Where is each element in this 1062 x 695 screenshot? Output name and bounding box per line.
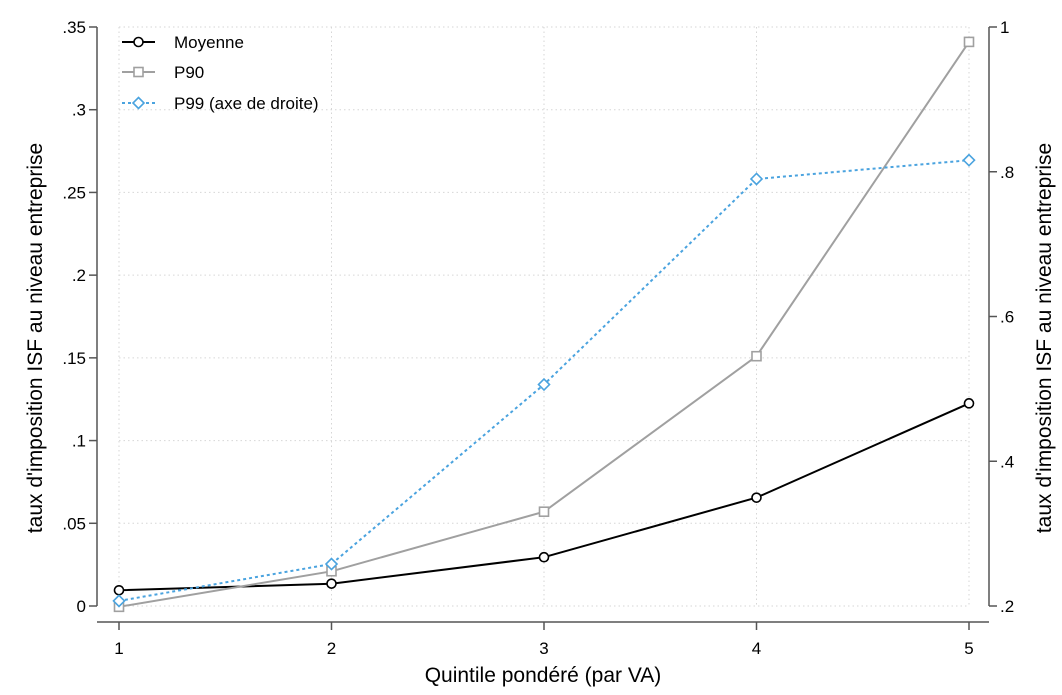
x-axis-title: Quintile pondéré (par VA)	[425, 664, 662, 687]
data-point-p90	[963, 36, 975, 48]
y-right-tick-label: 1	[1000, 18, 1009, 37]
x-tick-label: 2	[327, 639, 336, 658]
x-tick-label: 3	[539, 639, 548, 658]
data-point-moyenne	[326, 578, 337, 589]
y-left-tick-label: .2	[72, 266, 86, 285]
y-left-tick-label: .25	[62, 183, 86, 202]
data-point-p99-axe-de-droite	[962, 153, 976, 167]
data-point-p99-axe-de-droite	[324, 557, 339, 571]
data-point-p99-axe-de-droite	[537, 377, 551, 392]
y-right-tick-label: .4	[1000, 452, 1014, 471]
x-tick-label: 5	[964, 639, 973, 658]
legend: Moyenne P90 P99 (axe de droite)	[122, 33, 319, 113]
legend-item-p99: P99 (axe de droite)	[122, 94, 319, 113]
data-point-p99-axe-de-droite	[749, 172, 764, 186]
y-left-tick-label: .15	[62, 349, 86, 368]
y-right-tick-label: .6	[1000, 308, 1014, 327]
series	[112, 36, 976, 613]
y-left-tick-label: 0	[77, 597, 86, 616]
data-point-p90	[751, 350, 762, 362]
x-tick-label: 4	[752, 639, 761, 658]
legend-item-moyenne: Moyenne	[122, 33, 244, 52]
legend-label-p90: P90	[174, 63, 204, 82]
legend-marker-moyenne	[133, 36, 144, 48]
y-right-tick-label: .8	[1000, 163, 1014, 182]
data-point-p99-axe-de-droite	[112, 594, 126, 608]
y-axis-left-title: taux d'imposition ISF au niveau entrepri…	[24, 143, 47, 533]
y-axis-right-title: taux d'imposition ISF au niveau entrepri…	[1033, 143, 1056, 533]
legend-marker-p90	[133, 66, 144, 78]
legend-label-moyenne: Moyenne	[174, 33, 244, 52]
data-point-moyenne	[538, 551, 550, 563]
legend-item-p90: P90	[122, 63, 204, 82]
x-tick-label: 1	[114, 639, 123, 658]
data-point-moyenne	[963, 398, 975, 409]
ticks: 1 2 3 4 5 0 .05 .1 .15 .2 .25 .3 .35 .2 .4 .6 .8 1	[62, 18, 1014, 658]
data-point-p90	[538, 506, 550, 518]
y-left-tick-label: .1	[72, 432, 86, 451]
y-left-tick-label: .3	[72, 101, 86, 120]
y-left-tick-label: .05	[62, 514, 86, 533]
data-point-moyenne	[113, 584, 125, 596]
legend-label-p99: P99 (axe de droite)	[174, 94, 319, 113]
data-point-moyenne	[751, 492, 762, 503]
y-right-tick-label: .2	[1000, 597, 1014, 616]
legend-marker-p99	[131, 96, 146, 110]
y-left-tick-label: .35	[62, 18, 86, 37]
